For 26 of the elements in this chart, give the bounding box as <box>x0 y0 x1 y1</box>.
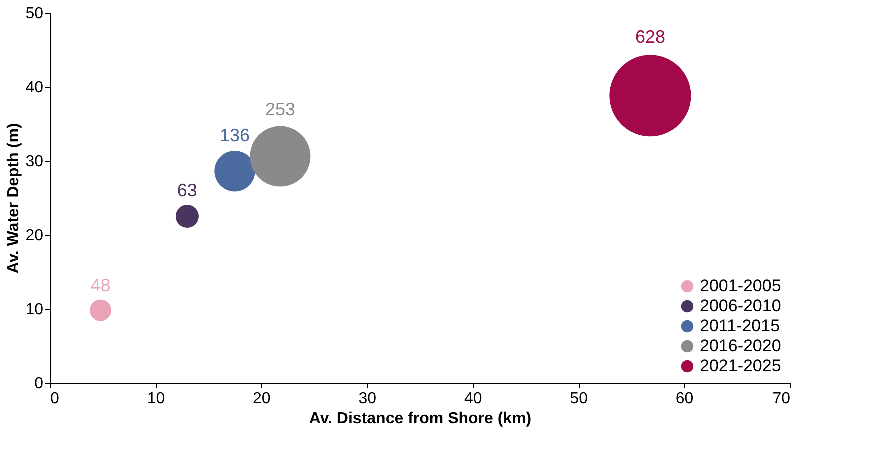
y-tick-label: 50 <box>26 6 44 22</box>
y-tick-label: 40 <box>26 80 44 96</box>
x-tick-label: 30 <box>358 390 377 408</box>
x-tick-label: 20 <box>253 390 271 408</box>
y-tick-label: 0 <box>34 376 44 392</box>
legend-label: 2006-2010 <box>700 296 782 316</box>
annotation: 136 <box>220 125 250 146</box>
x-tick-label: 0 <box>50 390 60 408</box>
y-tick-label: 30 <box>26 154 44 170</box>
annotation: 628 <box>635 26 666 47</box>
x-axis-title: Av. Distance from Shore (km) <box>309 410 532 428</box>
x-tick-label: 40 <box>464 390 482 408</box>
legend-label: 2001-2005 <box>700 276 782 296</box>
annotation: 48 <box>90 275 111 296</box>
x-tick-label: 60 <box>676 390 694 408</box>
x-tick-label: 70 <box>772 390 791 408</box>
y-tick-label: 20 <box>26 228 44 244</box>
annotation: 253 <box>265 99 296 120</box>
legend-label: 2016-2020 <box>700 336 782 356</box>
legend-label: 2011-2015 <box>700 316 780 336</box>
y-tick-label: 10 <box>26 302 44 318</box>
legend-label: 2021-2025 <box>700 356 782 376</box>
x-tick-label: 10 <box>147 390 166 408</box>
x-tick-label: 50 <box>570 390 588 408</box>
annotation: 63 <box>177 180 198 200</box>
y-axis-title: Av. Water Depth (m) <box>6 123 23 274</box>
